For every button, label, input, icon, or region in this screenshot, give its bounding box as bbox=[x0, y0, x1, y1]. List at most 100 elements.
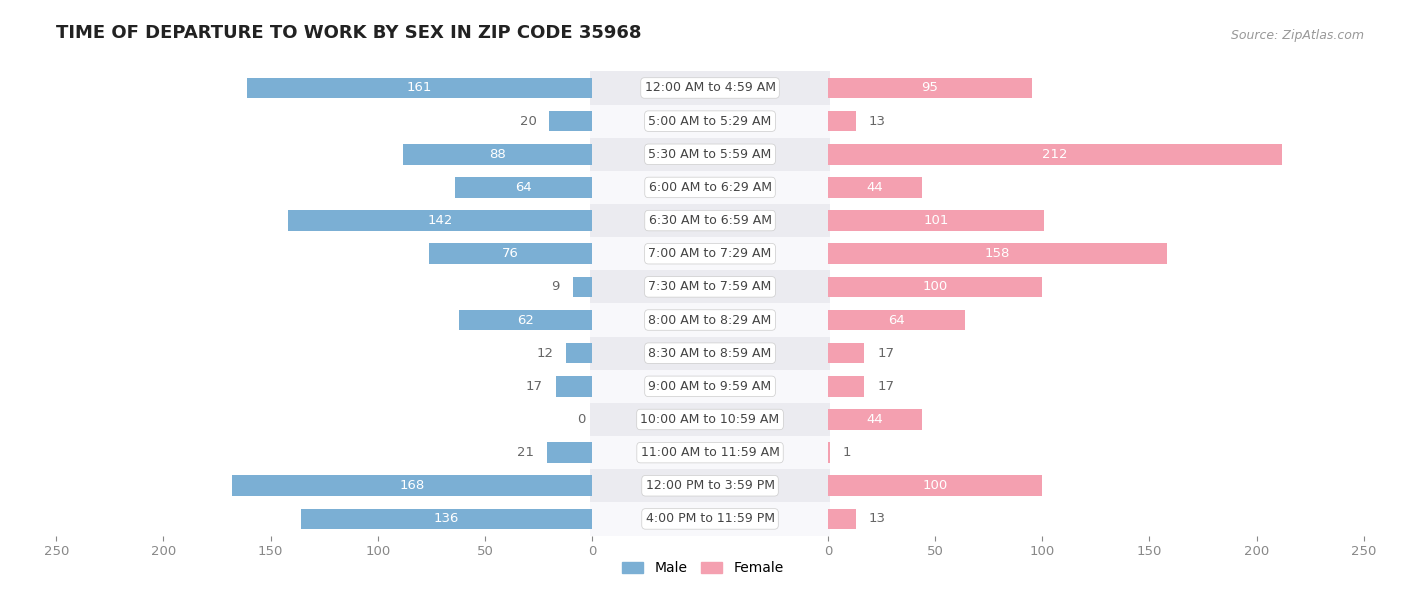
Text: 21: 21 bbox=[517, 446, 534, 459]
Text: 212: 212 bbox=[1042, 148, 1069, 161]
Text: 17: 17 bbox=[877, 347, 894, 359]
Text: 142: 142 bbox=[427, 214, 453, 227]
Bar bbox=[828, 243, 1167, 264]
Bar bbox=[828, 277, 1042, 297]
Bar bbox=[828, 177, 922, 198]
Text: 95: 95 bbox=[921, 82, 938, 95]
Bar bbox=[591, 270, 592, 303]
Bar bbox=[572, 277, 592, 297]
Text: 5:00 AM to 5:29 AM: 5:00 AM to 5:29 AM bbox=[648, 115, 772, 127]
Text: TIME OF DEPARTURE TO WORK BY SEX IN ZIP CODE 35968: TIME OF DEPARTURE TO WORK BY SEX IN ZIP … bbox=[56, 24, 641, 42]
Bar bbox=[828, 204, 830, 237]
Bar bbox=[591, 369, 592, 403]
Bar bbox=[550, 111, 592, 131]
Text: 13: 13 bbox=[869, 115, 886, 127]
Text: 44: 44 bbox=[866, 181, 883, 194]
Bar bbox=[591, 171, 592, 204]
Bar bbox=[592, 403, 828, 436]
Bar bbox=[592, 502, 828, 536]
Bar bbox=[591, 337, 592, 369]
Bar bbox=[592, 71, 828, 105]
Bar bbox=[591, 237, 592, 270]
Bar bbox=[591, 436, 592, 469]
Bar bbox=[591, 403, 592, 436]
Bar bbox=[592, 204, 828, 237]
Text: 13: 13 bbox=[869, 512, 886, 525]
Text: 76: 76 bbox=[502, 248, 519, 260]
Bar bbox=[828, 509, 856, 529]
Bar bbox=[828, 403, 830, 436]
Bar bbox=[456, 177, 592, 198]
Text: 10:00 AM to 10:59 AM: 10:00 AM to 10:59 AM bbox=[641, 413, 779, 426]
Bar bbox=[828, 337, 830, 369]
Text: 161: 161 bbox=[406, 82, 432, 95]
Bar bbox=[592, 237, 828, 270]
Legend: Male, Female: Male, Female bbox=[616, 554, 790, 582]
Bar bbox=[555, 376, 592, 397]
Bar bbox=[828, 303, 830, 337]
Bar bbox=[429, 243, 592, 264]
Bar bbox=[828, 376, 865, 397]
Bar bbox=[232, 475, 592, 496]
Bar bbox=[828, 442, 830, 463]
Bar bbox=[828, 502, 830, 536]
Text: 62: 62 bbox=[517, 314, 534, 327]
Text: 20: 20 bbox=[520, 115, 537, 127]
Text: 168: 168 bbox=[399, 480, 425, 492]
Text: 17: 17 bbox=[877, 380, 894, 393]
Bar bbox=[828, 409, 922, 430]
Text: 64: 64 bbox=[889, 314, 905, 327]
Text: 9:00 AM to 9:59 AM: 9:00 AM to 9:59 AM bbox=[648, 380, 772, 393]
Text: 44: 44 bbox=[866, 413, 883, 426]
Text: 7:30 AM to 7:59 AM: 7:30 AM to 7:59 AM bbox=[648, 280, 772, 293]
Text: 9: 9 bbox=[551, 280, 560, 293]
Text: 100: 100 bbox=[922, 280, 948, 293]
Text: 6:30 AM to 6:59 AM: 6:30 AM to 6:59 AM bbox=[648, 214, 772, 227]
Bar bbox=[460, 310, 592, 330]
Text: 158: 158 bbox=[984, 248, 1010, 260]
Bar bbox=[592, 137, 828, 171]
Bar bbox=[547, 442, 592, 463]
Bar bbox=[247, 78, 592, 98]
Text: 88: 88 bbox=[489, 148, 506, 161]
Text: 64: 64 bbox=[515, 181, 531, 194]
Bar bbox=[592, 270, 828, 303]
Bar bbox=[828, 469, 830, 502]
Bar bbox=[592, 369, 828, 403]
Bar bbox=[828, 144, 1282, 165]
Bar bbox=[828, 475, 1042, 496]
Bar bbox=[288, 210, 592, 231]
Bar bbox=[591, 71, 592, 105]
Text: 6:00 AM to 6:29 AM: 6:00 AM to 6:29 AM bbox=[648, 181, 772, 194]
Text: 136: 136 bbox=[433, 512, 458, 525]
Bar bbox=[567, 343, 592, 364]
Bar bbox=[591, 137, 592, 171]
Bar bbox=[592, 105, 828, 137]
Bar bbox=[828, 105, 830, 137]
Bar bbox=[828, 310, 965, 330]
Bar bbox=[828, 171, 830, 204]
Bar bbox=[592, 171, 828, 204]
Bar bbox=[404, 144, 592, 165]
Text: 101: 101 bbox=[924, 214, 949, 227]
Bar bbox=[828, 436, 830, 469]
Text: 4:00 PM to 11:59 PM: 4:00 PM to 11:59 PM bbox=[645, 512, 775, 525]
Bar bbox=[828, 237, 830, 270]
Text: 12: 12 bbox=[537, 347, 554, 359]
Bar bbox=[828, 78, 1032, 98]
Text: 17: 17 bbox=[526, 380, 543, 393]
Bar bbox=[591, 469, 592, 502]
Bar bbox=[591, 105, 592, 137]
Bar bbox=[592, 337, 828, 369]
Bar bbox=[591, 303, 592, 337]
Text: Source: ZipAtlas.com: Source: ZipAtlas.com bbox=[1230, 29, 1364, 42]
Text: 0: 0 bbox=[578, 413, 586, 426]
Text: 11:00 AM to 11:59 AM: 11:00 AM to 11:59 AM bbox=[641, 446, 779, 459]
Text: 12:00 PM to 3:59 PM: 12:00 PM to 3:59 PM bbox=[645, 480, 775, 492]
Bar bbox=[828, 210, 1045, 231]
Text: 100: 100 bbox=[922, 480, 948, 492]
Bar bbox=[592, 469, 828, 502]
Bar bbox=[828, 71, 830, 105]
Bar bbox=[592, 303, 828, 337]
Bar bbox=[828, 137, 830, 171]
